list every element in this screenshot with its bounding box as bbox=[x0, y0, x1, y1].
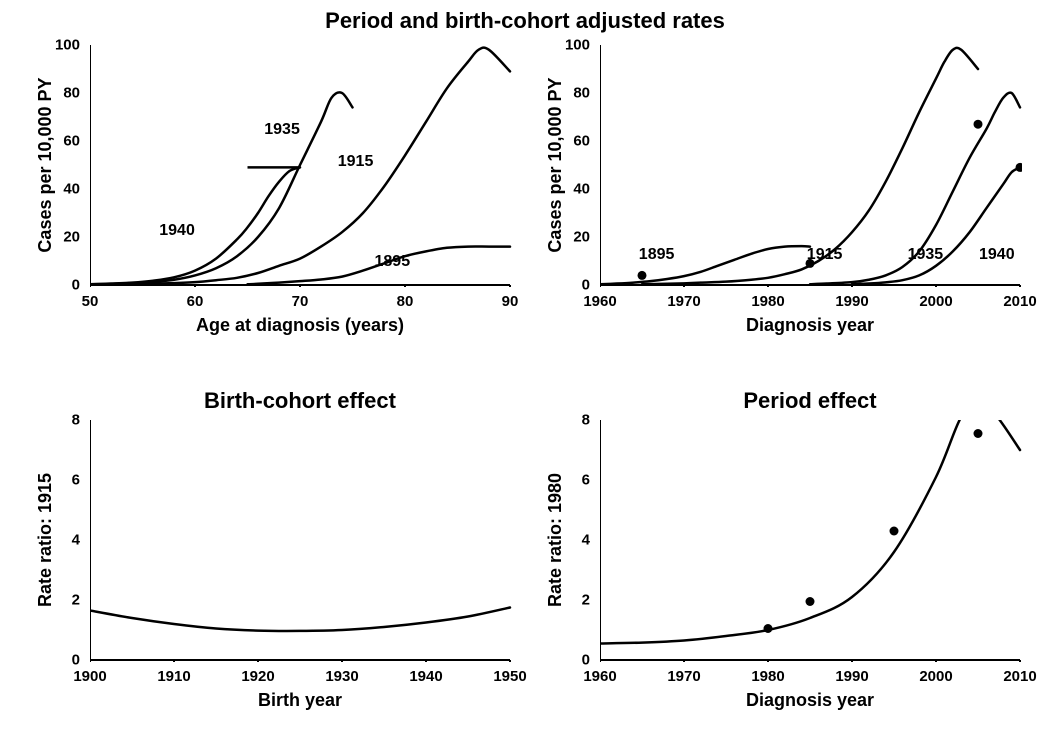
xtick-label: 1970 bbox=[667, 668, 700, 685]
panel-D-ylabel: Rate ratio: 1980 bbox=[545, 420, 566, 660]
xtick-label: 1970 bbox=[667, 293, 700, 310]
xtick-label: 50 bbox=[82, 293, 99, 310]
panel-D-xlabel: Diagnosis year bbox=[600, 690, 1020, 711]
xtick-label: 1960 bbox=[583, 668, 616, 685]
xtick-label: 90 bbox=[502, 293, 519, 310]
xtick-label: 1930 bbox=[325, 668, 358, 685]
xtick-label: 70 bbox=[292, 293, 309, 310]
xtick-label: 1920 bbox=[241, 668, 274, 685]
xtick-label: 80 bbox=[397, 293, 414, 310]
xtick-label: 1910 bbox=[157, 668, 190, 685]
xtick-label: 1900 bbox=[73, 668, 106, 685]
panel-B-ylabel: Cases per 10,000 PY bbox=[545, 45, 566, 285]
panel-D-title: Period effect bbox=[600, 388, 1020, 414]
panel-C-xlabel: Birth year bbox=[90, 690, 510, 711]
xtick-label: 1980 bbox=[751, 668, 784, 685]
panel-D-plot bbox=[600, 420, 1022, 662]
figure-root: Period and birth-cohort adjusted rates 5… bbox=[0, 0, 1050, 739]
xtick-label: 2000 bbox=[919, 293, 952, 310]
panel-C-plot bbox=[90, 420, 512, 662]
xtick-label: 1990 bbox=[835, 293, 868, 310]
xtick-label: 1990 bbox=[835, 668, 868, 685]
panel-C-title: Birth-cohort effect bbox=[90, 388, 510, 414]
panel-B-plot bbox=[600, 45, 1022, 287]
xtick-label: 2010 bbox=[1003, 668, 1036, 685]
xtick-label: 2010 bbox=[1003, 293, 1036, 310]
xtick-label: 1940 bbox=[409, 668, 442, 685]
xtick-label: 1980 bbox=[751, 293, 784, 310]
panel-B-xlabel: Diagnosis year bbox=[600, 315, 1020, 336]
panel-A-plot bbox=[90, 45, 512, 287]
xtick-label: 1960 bbox=[583, 293, 616, 310]
xtick-label: 2000 bbox=[919, 668, 952, 685]
panel-A-ylabel: Cases per 10,000 PY bbox=[35, 45, 56, 285]
panel-A-xlabel: Age at diagnosis (years) bbox=[90, 315, 510, 336]
panel-C-ylabel: Rate ratio: 1915 bbox=[35, 420, 56, 660]
xtick-label: 1950 bbox=[493, 668, 526, 685]
main-title: Period and birth-cohort adjusted rates bbox=[0, 8, 1050, 34]
xtick-label: 60 bbox=[187, 293, 204, 310]
